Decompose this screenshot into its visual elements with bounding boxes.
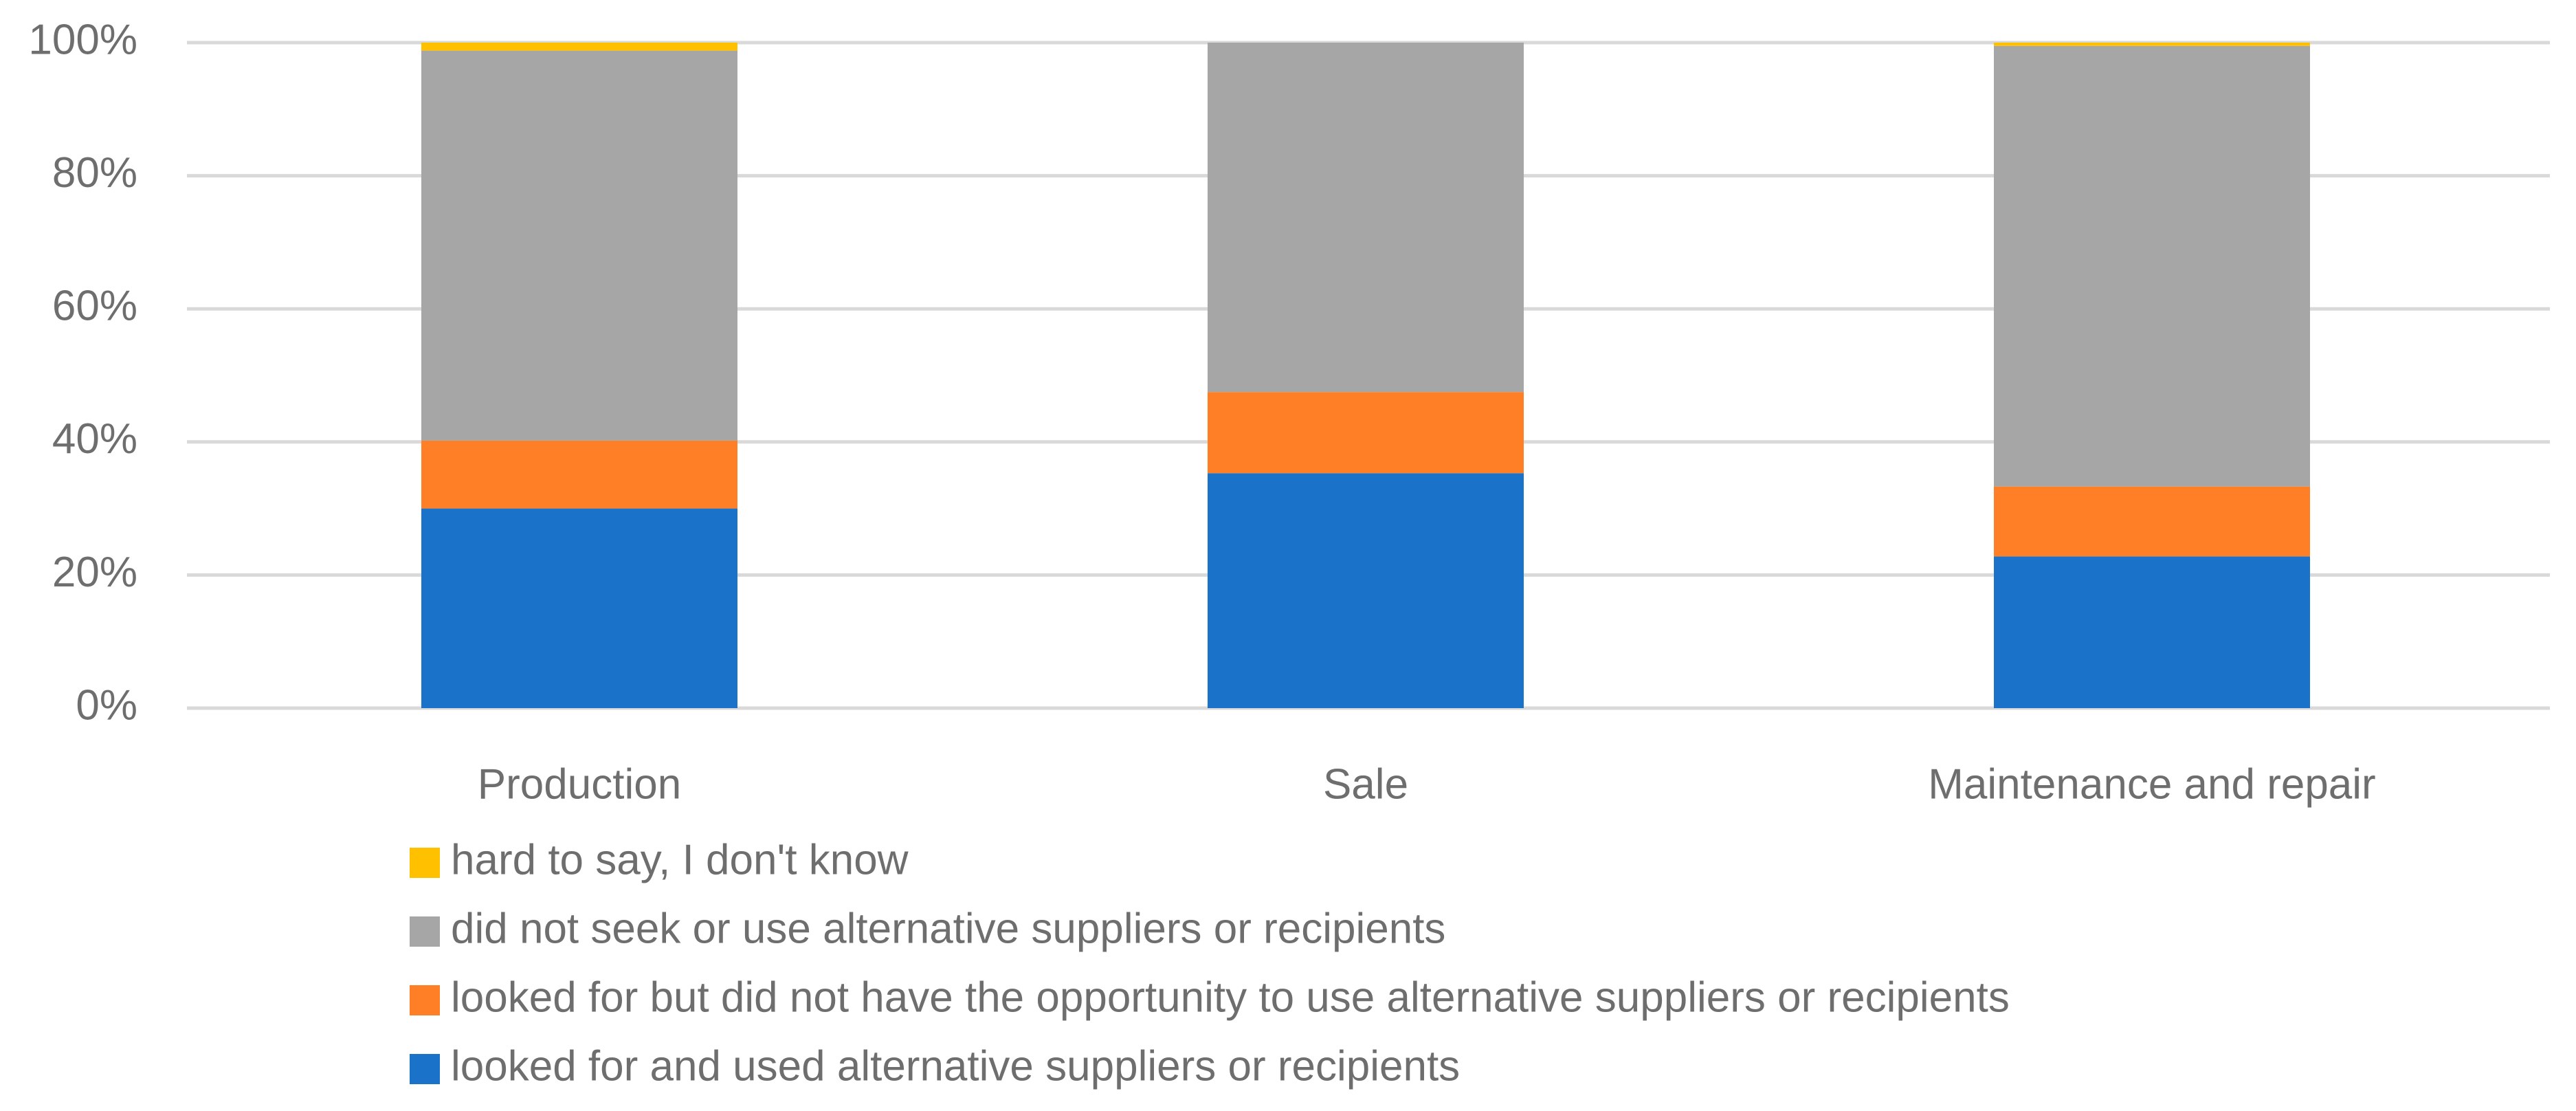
y-tick-label: 0% [76,681,137,729]
x-category-label: Production [478,760,681,808]
bar-segment [1208,392,1524,474]
x-category-label: Maintenance and repair [1928,760,2375,808]
x-axis-categories: Production Sale Maintenance and repair [478,760,2376,808]
bar-segment [421,43,737,51]
legend-swatch [410,848,440,878]
x-category-label: Sale [1323,760,1408,808]
bar-segment [1994,43,2310,46]
legend-label: did not seek or use alternative supplier… [451,905,1445,952]
legend-label: looked for but did not have the opportun… [451,974,2010,1021]
y-tick-label: 40% [52,415,137,463]
legend-swatch [410,985,440,1015]
legend-label: looked for and used alternative supplier… [451,1042,1460,1090]
legend-swatch [410,916,440,947]
bar-segment [1208,473,1524,708]
y-tick-label: 100% [28,16,137,63]
bar-segment [421,50,737,441]
y-tick-label: 60% [52,283,137,330]
bar-segment [1994,556,2310,708]
bar-segment [1994,45,2310,487]
legend: hard to say, I don't know did not seek or… [410,836,2010,1090]
legend-label: hard to say, I don't know [451,836,909,883]
y-axis-ticks: 0% 20% 40% 60% 80% 100% [28,16,137,729]
y-tick-label: 80% [52,149,137,197]
bar-segment [1208,43,1524,393]
bar-segment [1994,486,2310,557]
y-tick-label: 20% [52,549,137,596]
bar-segment [421,440,737,509]
bars [421,43,2310,708]
bar-segment [421,508,737,708]
legend-swatch [410,1054,440,1084]
